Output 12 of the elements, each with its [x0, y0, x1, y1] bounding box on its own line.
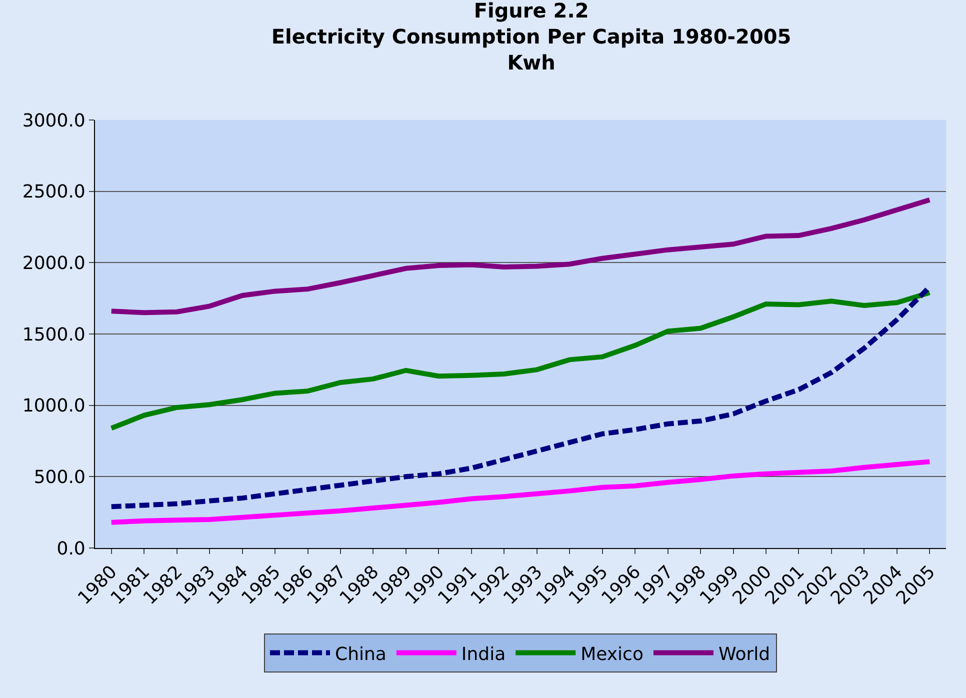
legend-label: Mexico — [580, 644, 644, 665]
y-tick-label: 0.0 — [56, 538, 86, 560]
y-tick-label: 1000.0 — [22, 396, 86, 417]
legend-label: World — [718, 644, 770, 665]
y-tick-label: 1500.0 — [22, 324, 86, 346]
y-tick-label: 3000.0 — [22, 110, 86, 132]
legend-label: India — [461, 644, 506, 665]
chart-title: Figure 2.2 Electricity Consumption Per Capita 1980-2005 Kwh — [271, 0, 792, 74]
y-tick-label: 2000.0 — [22, 252, 86, 274]
y-tick-label: 500.0 — [34, 466, 86, 488]
y-tick-label: 2500.0 — [22, 182, 86, 203]
legend-label: China — [335, 644, 386, 665]
